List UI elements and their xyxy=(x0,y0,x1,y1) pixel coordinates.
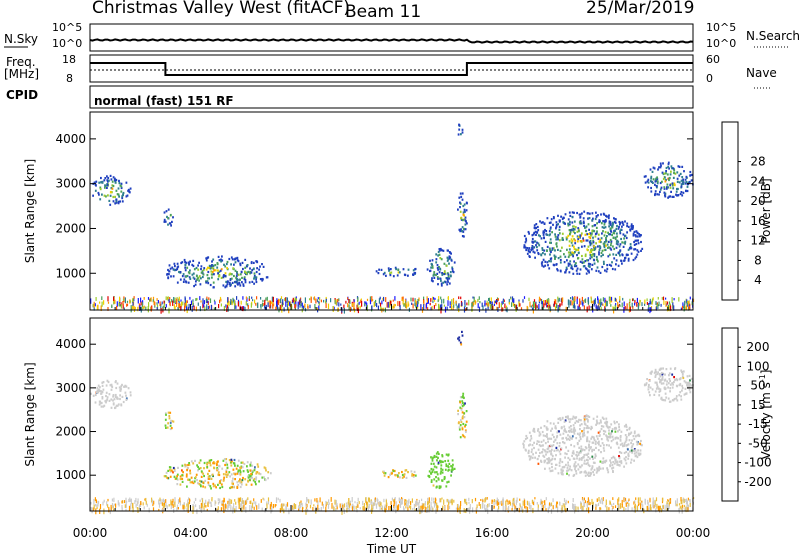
power-ytick-label: 3000 xyxy=(55,177,86,191)
nsearch-tick-top: 10^5 xyxy=(706,21,737,34)
power-ytick-label: 2000 xyxy=(55,221,86,235)
power-colorbar-tick-label: 20 xyxy=(750,194,765,208)
power-colorbar-tick-label: 24 xyxy=(750,174,765,188)
power-ytick-label: 4000 xyxy=(55,132,86,146)
nave-tick-top: 60 xyxy=(706,53,720,66)
nsky-tick-top: 10^5 xyxy=(52,21,83,34)
time-tick-label: 08:00 xyxy=(274,526,309,540)
velocity-colorbar-tick-label: 15 xyxy=(750,398,765,412)
nsky-tick-bottom: 10^0 xyxy=(52,37,83,50)
velocity-ytick-label: 4000 xyxy=(55,337,86,351)
velocity-colorbar-tick-label: 100 xyxy=(747,359,770,373)
freq-label-line2: [MHz] xyxy=(4,67,40,81)
velocity-panel-frame xyxy=(89,317,694,512)
velocity-colorbar-tick-label: -50 xyxy=(748,436,768,450)
power-ytick-label: 1000 xyxy=(55,266,86,280)
velocity-ytick-label: 2000 xyxy=(55,425,86,439)
velocity-ylabel: Slant Range [km] xyxy=(23,362,37,466)
power-colorbar-label: Power [dB] xyxy=(759,178,773,243)
power-colorbar-tick-label: 28 xyxy=(750,155,765,169)
freq-series-line xyxy=(90,62,693,76)
power-colorbar-tick-label: 4 xyxy=(754,273,762,287)
nsky-label: N.Sky xyxy=(4,32,39,46)
velocity-echo-group xyxy=(90,330,695,515)
nsky-panel-frame xyxy=(89,23,694,52)
time-axis-label: Time UT xyxy=(366,542,417,554)
velocity-colorbar-tick-label: 200 xyxy=(747,340,770,354)
power-colorbar-tick-label: 16 xyxy=(750,214,765,228)
time-tick-label: 00:00 xyxy=(73,526,108,540)
time-tick-label: 04:00 xyxy=(173,526,208,540)
freq-panel-frame xyxy=(89,54,694,83)
power-colorbar-tick-label: 8 xyxy=(754,253,762,267)
cpid-panel-frame xyxy=(89,85,694,109)
station-title: Christmas Valley West (fitACF) xyxy=(92,0,351,18)
freq-tick-top: 18 xyxy=(62,53,76,66)
velocity-colorbar-tick-label: -100 xyxy=(744,456,771,470)
date-label: 25/Mar/2019 xyxy=(586,0,695,18)
velocity-colorbar-tick-label: 50 xyxy=(750,379,765,393)
time-tick-label: 12:00 xyxy=(374,526,409,540)
velocity-ytick-label: 3000 xyxy=(55,381,86,395)
nsearch-label: N.Search xyxy=(746,29,800,43)
nave-label: Nave xyxy=(746,66,777,80)
power-echo-group xyxy=(90,123,695,314)
velocity-ytick-label: 1000 xyxy=(55,468,86,482)
power-colorbar-frame xyxy=(721,121,739,301)
time-tick-label: 20:00 xyxy=(575,526,610,540)
nsky-series-line xyxy=(89,38,694,44)
freq-tick-bottom: 8 xyxy=(66,72,73,85)
freq-label-line1: Freq. xyxy=(6,55,36,69)
time-tick-label: 16:00 xyxy=(475,526,510,540)
cpid-value: normal (fast) 151 RF xyxy=(94,94,234,108)
cpid-label: CPID xyxy=(6,88,39,102)
beam-label: Beam 11 xyxy=(345,2,422,22)
velocity-colorbar-tick-label: -200 xyxy=(744,475,771,489)
nsearch-tick-bottom: 10^0 xyxy=(706,37,737,50)
velocity-colorbar-tick-label: -15 xyxy=(748,417,768,431)
power-ylabel: Slant Range [km] xyxy=(23,159,37,263)
velocity-colorbar-frame xyxy=(721,327,739,502)
velocity-colorbar-label: Velocity [m s-1] xyxy=(758,370,773,460)
nave-tick-bottom: 0 xyxy=(706,72,713,85)
time-tick-label: 00:00 xyxy=(676,526,711,540)
power-colorbar-tick-label: 12 xyxy=(750,234,765,248)
